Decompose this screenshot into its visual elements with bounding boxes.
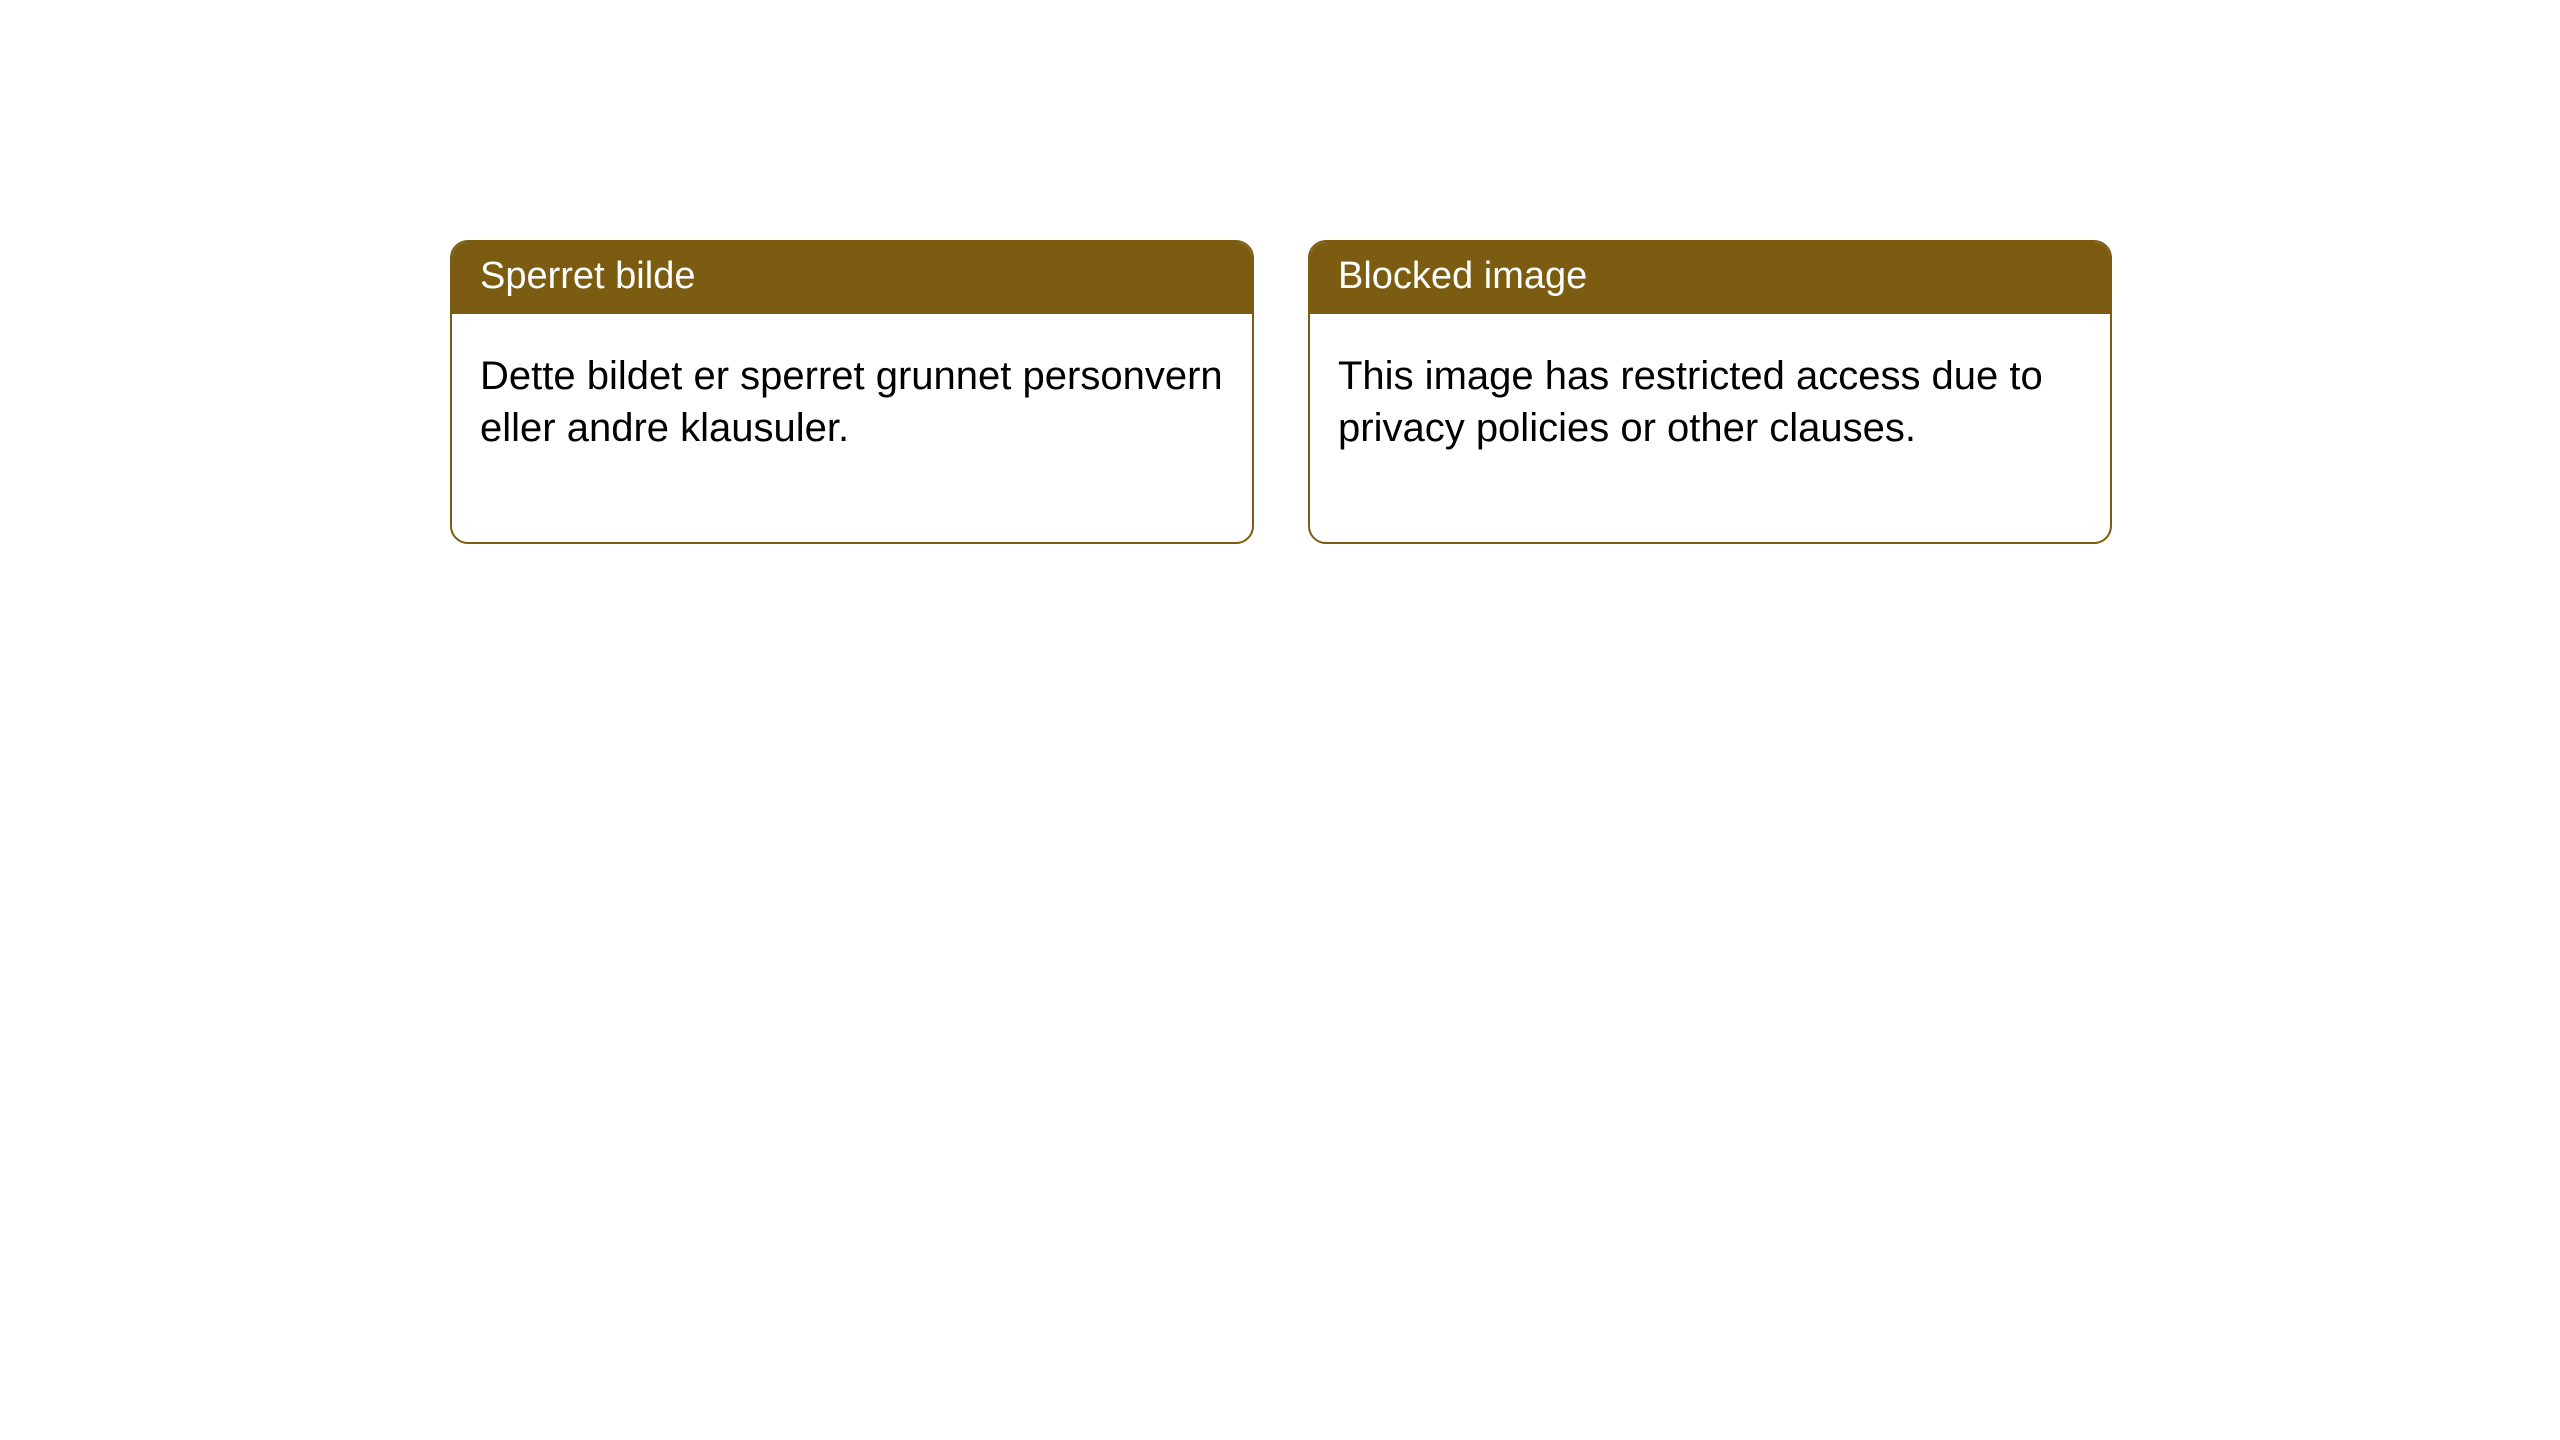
notice-card-body: This image has restricted access due to … <box>1310 314 2110 542</box>
notice-card-norwegian: Sperret bilde Dette bildet er sperret gr… <box>450 240 1254 544</box>
notice-card-body: Dette bildet er sperret grunnet personve… <box>452 314 1252 542</box>
notice-cards-container: Sperret bilde Dette bildet er sperret gr… <box>450 240 2560 544</box>
notice-card-title: Blocked image <box>1310 242 2110 314</box>
notice-card-english: Blocked image This image has restricted … <box>1308 240 2112 544</box>
notice-card-title: Sperret bilde <box>452 242 1252 314</box>
